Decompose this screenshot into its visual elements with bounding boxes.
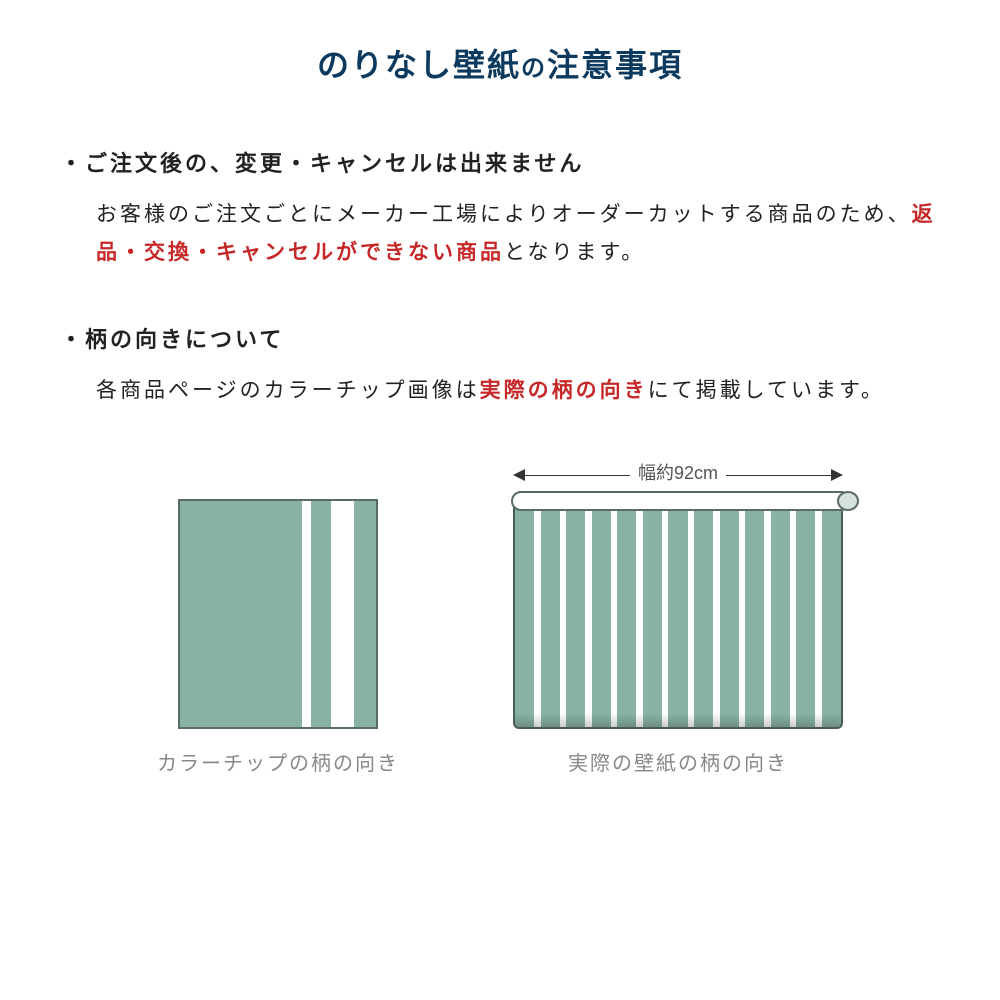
wallpaper-roll-wrap bbox=[513, 499, 843, 729]
diagram-row: カラーチップの柄の向き 幅約92cm 実際の壁紙の柄の向き bbox=[60, 459, 940, 776]
section2-body: 各商品ページのカラーチップ画像は実際の柄の向きにて掲載しています。 bbox=[60, 372, 940, 410]
section1-heading: ・ご注文後の、変更・キャンセルは出来ません bbox=[60, 146, 940, 178]
arrow-line bbox=[726, 475, 831, 476]
diagram-left: カラーチップの柄の向き bbox=[157, 499, 399, 776]
width-arrow: 幅約92cm bbox=[513, 459, 843, 491]
arrow-right-icon bbox=[831, 469, 843, 481]
caption-right: 実際の壁紙の柄の向き bbox=[568, 747, 788, 776]
color-chip-swatch bbox=[178, 499, 378, 729]
wallpaper-roll-swatch bbox=[513, 499, 843, 729]
section2-body-post: にて掲載しています。 bbox=[648, 379, 885, 402]
width-label: 幅約92cm bbox=[630, 459, 726, 485]
title-main: のりなし壁紙 bbox=[317, 47, 521, 83]
arrow-left-icon bbox=[513, 469, 525, 481]
section1-body: お客様のご注文ごとにメーカー工場によりオーダーカットする商品のため、返品・交換・… bbox=[60, 196, 940, 272]
section2-highlight: 実際の柄の向き bbox=[480, 379, 648, 402]
title-suffix: 注意事項 bbox=[547, 47, 683, 83]
title-connector: の bbox=[521, 55, 547, 82]
section-1: ・ご注文後の、変更・キャンセルは出来ません お客様のご注文ごとにメーカー工場によ… bbox=[60, 146, 940, 272]
caption-left: カラーチップの柄の向き bbox=[157, 747, 399, 776]
arrow-line bbox=[525, 475, 630, 476]
section2-heading: ・柄の向きについて bbox=[60, 322, 940, 354]
roll-tube bbox=[511, 491, 851, 511]
roll-cap bbox=[837, 491, 859, 511]
section-2: ・柄の向きについて 各商品ページのカラーチップ画像は実際の柄の向きにて掲載してい… bbox=[60, 322, 940, 410]
section2-body-pre: 各商品ページのカラーチップ画像は bbox=[96, 379, 480, 402]
roll-shadow bbox=[515, 713, 841, 727]
section1-body-pre: お客様のご注文ごとにメーカー工場によりオーダーカットする商品のため、 bbox=[96, 203, 912, 226]
page-title: のりなし壁紙の注意事項 bbox=[60, 40, 940, 86]
section1-body-post: となります。 bbox=[504, 241, 645, 264]
diagram-right: 幅約92cm 実際の壁紙の柄の向き bbox=[513, 459, 843, 776]
